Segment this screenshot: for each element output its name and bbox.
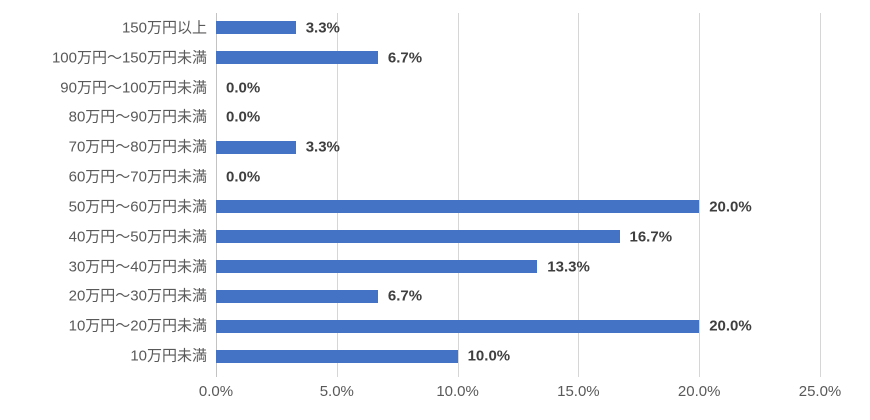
x-axis: 0.0% 5.0% 10.0% 15.0% 20.0% 25.0% (199, 378, 841, 408)
value-label: 10.0% (467, 347, 511, 365)
x-axis-tick-label: 0.0% (198, 383, 234, 400)
category-label: 150万円以上 (121, 19, 207, 37)
bar (216, 51, 378, 65)
x-axis-tick-label: 5.0% (319, 383, 354, 400)
bar (216, 200, 700, 214)
bar (216, 140, 296, 154)
bar (216, 230, 620, 244)
gridline (820, 13, 821, 377)
value-label: 0.0% (226, 108, 261, 126)
category-label: 10万円～20万円未満 (68, 317, 207, 335)
value-label: 3.3% (305, 138, 340, 156)
gridline (699, 13, 701, 377)
gridline (336, 13, 338, 377)
category-label: 30万円～40万円未満 (68, 258, 207, 276)
value-label: 3.3% (305, 19, 340, 37)
category-label: 50万円～60万円未満 (68, 198, 207, 216)
value-label: 6.7% (387, 49, 423, 67)
value-label: 20.0% (709, 198, 752, 216)
x-axis-tick-label: 20.0% (677, 383, 721, 400)
category-label: 40万円～50万円未満 (68, 228, 207, 246)
value-label: 16.7% (629, 228, 673, 246)
category-label: 90万円～100万円未満 (60, 79, 207, 97)
bar (216, 260, 538, 274)
value-label: 6.7% (387, 287, 423, 305)
category-label: 10万円未満 (130, 347, 207, 365)
category-label: 70万円～80万円未満 (68, 138, 207, 156)
x-axis-tick-label: 25.0% (798, 383, 842, 400)
value-label: 0.0% (226, 168, 261, 186)
x-axis-tick-label: 15.0% (557, 383, 600, 400)
category-label: 60万円～70万円未満 (68, 168, 207, 186)
y-axis-category-labels: 150万円以上 100万円～150万円未満 90万円～100万円未満 80万円～90万… (0, 13, 207, 371)
y-axis-line (216, 13, 217, 377)
category-label: 80万円～90万円未満 (68, 108, 207, 126)
gridline (457, 13, 459, 377)
bar (216, 319, 700, 333)
plot-area: 3.3% 6.7% 0.0% 0.0% 3.3% 0.0% 20.0% 16.7% 13.3% 6… (216, 13, 821, 377)
bar (216, 21, 296, 35)
category-label: 20万円～30万円未満 (68, 287, 207, 305)
value-label: 13.3% (547, 258, 590, 276)
value-label: 20.0% (709, 317, 752, 335)
bar (216, 289, 378, 303)
x-axis-tick-label: 10.0% (436, 383, 479, 400)
value-label: 0.0% (226, 79, 261, 97)
bar (216, 349, 458, 363)
gridline (578, 13, 580, 377)
category-label: 100万円～150万円未満 (51, 49, 207, 67)
